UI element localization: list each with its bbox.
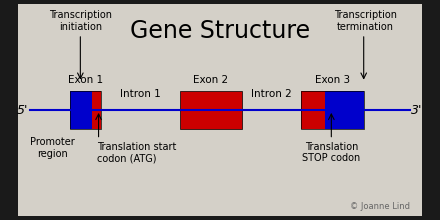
Text: 3': 3' <box>411 103 422 117</box>
Text: Transcription
termination: Transcription termination <box>334 10 397 32</box>
Bar <box>70 91 101 129</box>
Bar <box>301 91 325 129</box>
Text: © Joanne Lind: © Joanne Lind <box>350 202 410 211</box>
Text: Intron 1: Intron 1 <box>120 90 161 99</box>
Text: Exon 2: Exon 2 <box>193 75 228 85</box>
Text: Translation start
codon (ATG): Translation start codon (ATG) <box>96 142 176 163</box>
Bar <box>180 91 242 129</box>
Text: 5': 5' <box>16 103 28 117</box>
Text: Intron 2: Intron 2 <box>251 90 292 99</box>
Text: Promoter
region: Promoter region <box>29 138 74 159</box>
Text: Translation
STOP codon: Translation STOP codon <box>302 142 360 163</box>
Bar <box>70 91 92 129</box>
Text: Exon 1: Exon 1 <box>68 75 103 85</box>
Bar <box>301 91 364 129</box>
Text: Exon 3: Exon 3 <box>315 75 350 85</box>
Text: Gene Structure: Gene Structure <box>130 19 310 43</box>
Bar <box>325 91 364 129</box>
Text: Transcription
initiation: Transcription initiation <box>49 10 112 32</box>
Bar <box>92 91 101 129</box>
